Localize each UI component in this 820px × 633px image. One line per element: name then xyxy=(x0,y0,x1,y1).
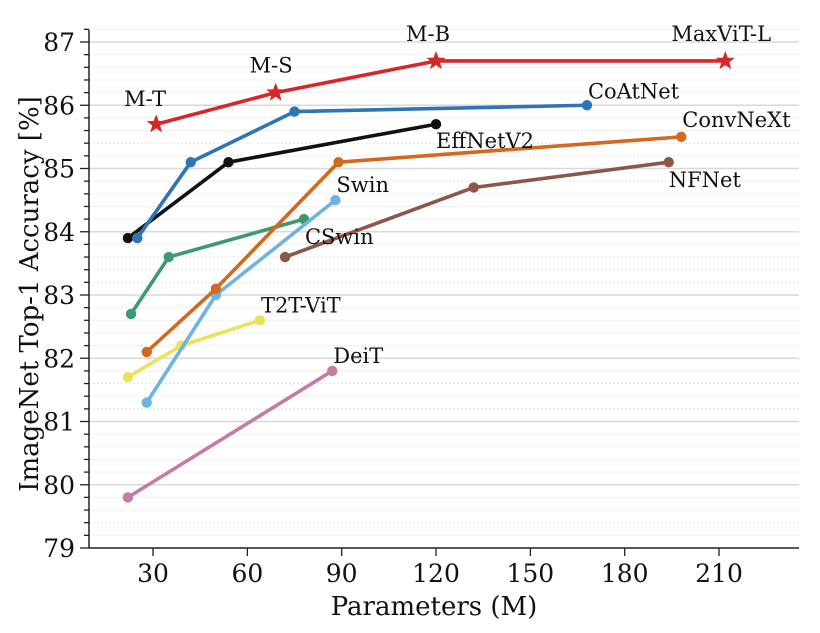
data-point xyxy=(122,232,134,244)
y-tick-label: 79 xyxy=(43,534,75,563)
series-label: DeiT xyxy=(333,344,383,368)
series-line xyxy=(135,103,589,240)
series-label: MaxViT-L xyxy=(671,22,771,46)
data-point-star xyxy=(715,50,735,70)
series-labels: M-T M-S M-B MaxViT-L CoAtNet EffNetV2 ConvNeXt… xyxy=(124,22,791,368)
data-point xyxy=(289,106,300,117)
data-point xyxy=(185,156,196,168)
data-point xyxy=(468,182,479,193)
data-point-star xyxy=(266,82,286,101)
series-line xyxy=(154,59,728,127)
data-point xyxy=(223,156,234,168)
series-label: CSwin xyxy=(305,225,374,249)
data-point xyxy=(125,308,137,320)
data-point xyxy=(676,131,687,143)
y-tick-label: 83 xyxy=(43,281,75,310)
data-point xyxy=(210,283,222,294)
axes xyxy=(88,30,799,549)
series-label: Swin xyxy=(336,173,389,197)
data-point xyxy=(330,194,341,206)
series-effnetv2 xyxy=(122,119,442,244)
x-tick-label: 30 xyxy=(137,559,169,588)
y-tick-label: 84 xyxy=(43,218,75,247)
series-label: ConvNeXt xyxy=(682,108,791,132)
series-convnext xyxy=(141,131,687,358)
y-tick-label: 87 xyxy=(43,28,75,57)
x-tick-label: 180 xyxy=(601,559,649,588)
series-coatnet xyxy=(132,100,593,244)
x-tick-label: 120 xyxy=(412,559,460,588)
x-tick-label: 210 xyxy=(695,559,743,588)
data-point xyxy=(581,100,593,111)
series-swin xyxy=(141,194,341,408)
series-nfnet xyxy=(279,156,674,263)
x-axis-title: Parameters (M) xyxy=(331,592,538,622)
data-point xyxy=(279,251,291,263)
series-label: NFNet xyxy=(669,168,742,192)
series-label: EffNetV2 xyxy=(436,129,534,153)
series-label: CoAtNet xyxy=(588,79,680,103)
data-point xyxy=(333,156,344,168)
y-axis-ticks: 79 80 81 82 83 84 85 86 87 xyxy=(43,28,89,563)
data-point xyxy=(327,365,338,377)
y-tick-label: 86 xyxy=(43,91,75,120)
series-layer xyxy=(122,50,735,503)
y-axis-title: ImageNet Top-1 Accuracy [%] xyxy=(15,96,45,492)
data-point xyxy=(132,232,143,244)
data-point xyxy=(163,251,174,263)
data-point-star xyxy=(146,114,166,133)
data-point xyxy=(141,397,152,408)
series-line xyxy=(144,135,684,354)
series-deit xyxy=(122,365,338,503)
data-point-star xyxy=(426,50,446,70)
data-point xyxy=(122,492,134,503)
y-tick-label: 82 xyxy=(43,344,75,373)
series-label: T2T-ViT xyxy=(261,293,341,317)
x-axis-ticks: 30 60 90 120 150 180 210 xyxy=(137,548,743,588)
data-point xyxy=(430,119,442,130)
series-label: M-S xyxy=(250,54,293,78)
y-tick-label: 81 xyxy=(43,408,75,437)
data-point xyxy=(141,346,152,358)
data-point xyxy=(254,315,266,326)
x-tick-label: 90 xyxy=(326,559,358,588)
data-point xyxy=(663,156,674,168)
series-label: M-B xyxy=(406,22,450,46)
x-tick-label: 150 xyxy=(507,559,555,588)
series-label: M-T xyxy=(124,87,166,111)
y-tick-label: 80 xyxy=(43,471,75,500)
x-tick-label: 60 xyxy=(231,559,263,588)
series-line xyxy=(126,369,335,500)
data-point xyxy=(122,372,134,383)
series-maxvit xyxy=(146,50,735,133)
y-tick-label: 85 xyxy=(43,155,75,184)
